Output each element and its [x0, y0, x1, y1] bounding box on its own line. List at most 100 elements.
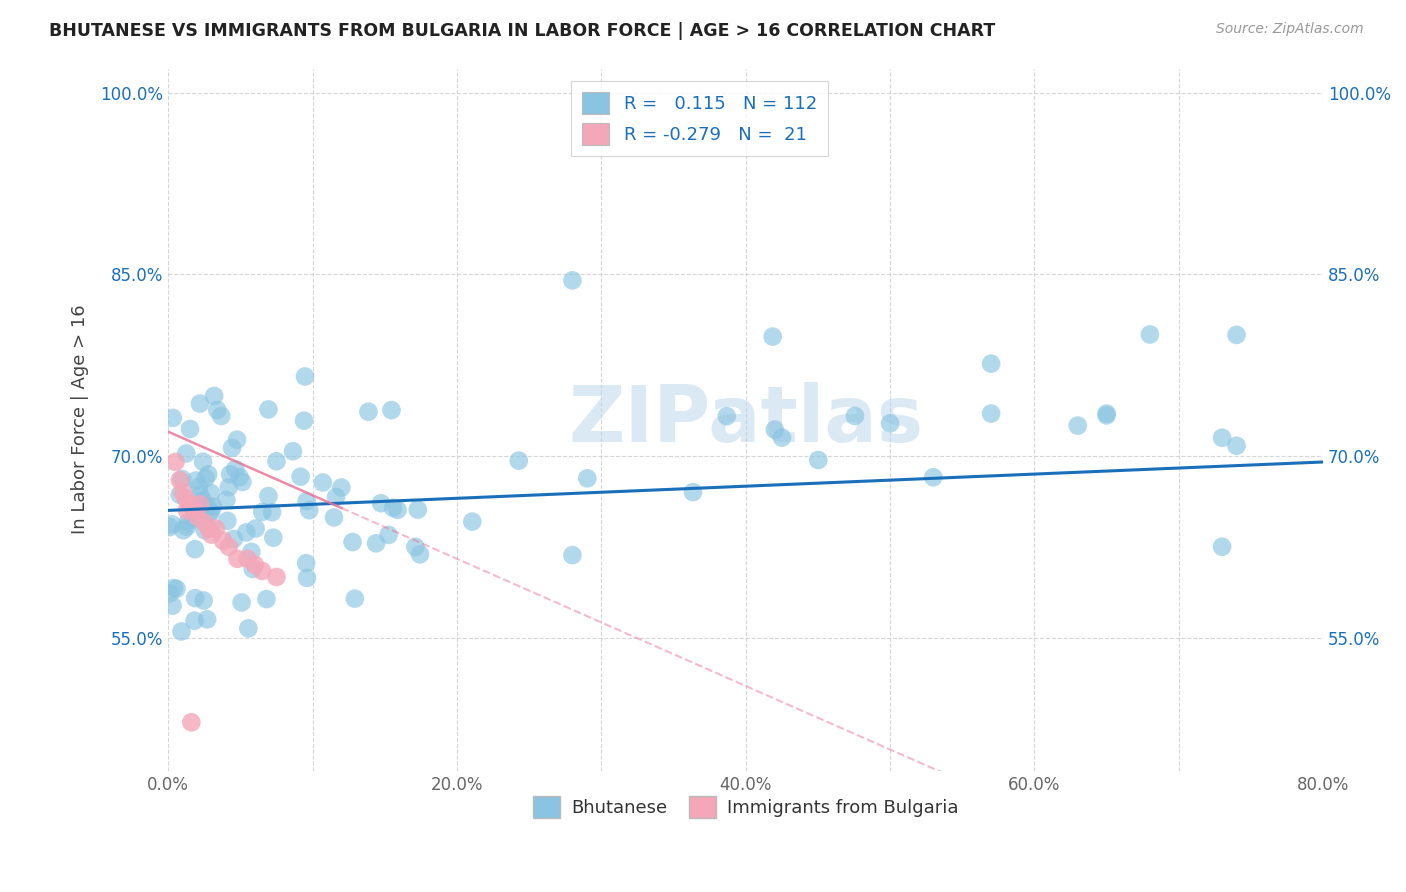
Point	[257, 489, 280, 503]
Point	[1211, 540, 1233, 554]
Point	[217, 514, 239, 528]
Point	[197, 522, 219, 536]
Point	[218, 480, 240, 494]
Point	[188, 480, 211, 494]
Point	[202, 389, 225, 403]
Point	[1211, 431, 1233, 445]
Point	[190, 499, 212, 513]
Legend: Bhutanese, Immigrants from Bulgaria: Bhutanese, Immigrants from Bulgaria	[526, 789, 966, 825]
Point	[209, 409, 232, 423]
Point	[191, 493, 214, 508]
Point	[188, 396, 211, 410]
Point	[231, 475, 253, 489]
Point	[250, 564, 273, 578]
Point	[298, 503, 321, 517]
Point	[461, 515, 484, 529]
Point	[183, 614, 205, 628]
Point	[295, 571, 318, 585]
Point	[226, 551, 249, 566]
Point	[198, 505, 221, 519]
Point	[1139, 327, 1161, 342]
Point	[260, 505, 283, 519]
Point	[174, 446, 197, 460]
Point	[370, 496, 392, 510]
Point	[222, 532, 245, 546]
Point	[159, 520, 181, 534]
Point	[242, 562, 264, 576]
Point	[357, 405, 380, 419]
Point	[201, 500, 224, 514]
Point	[323, 510, 346, 524]
Point	[980, 357, 1002, 371]
Point	[240, 545, 263, 559]
Point	[243, 558, 266, 572]
Point	[382, 500, 405, 515]
Point	[194, 471, 217, 485]
Point	[172, 485, 194, 500]
Point	[207, 403, 229, 417]
Point	[221, 441, 243, 455]
Point	[922, 470, 945, 484]
Point	[377, 528, 399, 542]
Point	[406, 502, 429, 516]
Point	[193, 593, 215, 607]
Point	[224, 462, 246, 476]
Point	[228, 470, 250, 484]
Point	[295, 556, 318, 570]
Point	[200, 527, 222, 541]
Text: BHUTANESE VS IMMIGRANTS FROM BULGARIA IN LABOR FORCE | AGE > 16 CORRELATION CHAR: BHUTANESE VS IMMIGRANTS FROM BULGARIA IN…	[49, 22, 995, 40]
Text: ZIPatlas: ZIPatlas	[568, 382, 924, 458]
Point	[188, 497, 211, 511]
Point	[215, 493, 238, 508]
Point	[262, 531, 284, 545]
Point	[312, 475, 335, 490]
Point	[387, 503, 409, 517]
Point	[364, 536, 387, 550]
Point	[179, 497, 201, 511]
Point	[252, 505, 274, 519]
Point	[294, 369, 316, 384]
Point	[176, 503, 198, 517]
Point	[176, 520, 198, 534]
Point	[257, 402, 280, 417]
Point	[980, 407, 1002, 421]
Point	[404, 540, 426, 554]
Point	[682, 485, 704, 500]
Point	[236, 551, 259, 566]
Point	[295, 494, 318, 508]
Point	[380, 403, 402, 417]
Point	[762, 329, 785, 343]
Point	[200, 522, 222, 536]
Point	[561, 273, 583, 287]
Point	[266, 454, 288, 468]
Point	[183, 503, 205, 517]
Point	[1067, 418, 1090, 433]
Point	[807, 453, 830, 467]
Point	[205, 522, 228, 536]
Point	[169, 488, 191, 502]
Point	[170, 624, 193, 639]
Point	[177, 515, 200, 529]
Point	[716, 409, 738, 424]
Point	[218, 540, 240, 554]
Point	[1225, 439, 1247, 453]
Point	[561, 548, 583, 562]
Point	[212, 533, 235, 548]
Point	[1095, 407, 1118, 421]
Point	[879, 417, 901, 431]
Point	[179, 422, 201, 436]
Point	[188, 488, 211, 502]
Point	[188, 508, 211, 522]
Point	[186, 509, 208, 524]
Point	[235, 525, 257, 540]
Point	[245, 521, 267, 535]
Point	[290, 469, 312, 483]
Point	[330, 480, 353, 494]
Point	[160, 517, 183, 532]
Point	[292, 414, 315, 428]
Point	[165, 455, 187, 469]
Point	[200, 486, 222, 500]
Point	[172, 523, 194, 537]
Y-axis label: In Labor Force | Age > 16: In Labor Force | Age > 16	[72, 305, 89, 534]
Point	[226, 433, 249, 447]
